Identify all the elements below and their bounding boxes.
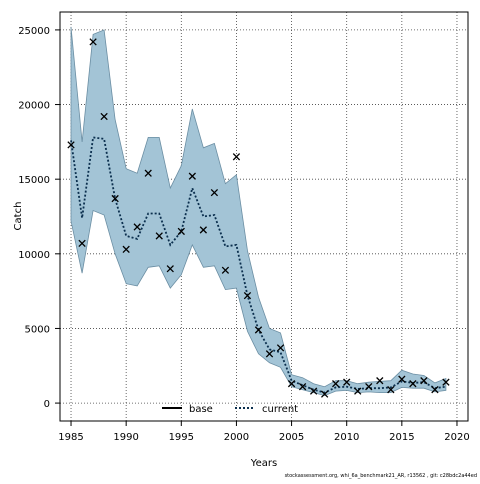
observed-point [78, 239, 86, 248]
observed-point [100, 112, 108, 121]
x-tick-label: 2020 [444, 432, 469, 443]
observed-point [111, 194, 119, 203]
observed-point [431, 385, 439, 394]
y-tick-label: 5000 [25, 324, 50, 335]
observed-point [67, 141, 75, 149]
observed-point [365, 383, 373, 391]
observed-points [67, 38, 450, 398]
observed-point [398, 375, 406, 383]
observed-point [442, 378, 450, 386]
observed-point [309, 387, 318, 395]
x-tick-label: 2015 [389, 432, 414, 443]
x-axis-title: Years [250, 458, 277, 469]
observed-point [155, 232, 163, 240]
observed-point [376, 377, 384, 385]
y-tick-label: 20000 [18, 101, 50, 112]
x-tick-label: 1995 [169, 432, 194, 443]
x-tick-label: 2010 [334, 432, 359, 443]
observed-point [287, 380, 296, 388]
observed-point [188, 172, 196, 180]
observed-point [122, 245, 130, 253]
x-tick-label: 2000 [224, 432, 249, 443]
observed-point [232, 153, 241, 161]
observed-point [265, 350, 274, 358]
observed-point [276, 344, 285, 352]
observed-point [133, 223, 141, 231]
observed-point [177, 227, 185, 236]
footer-credit: stockassessment.org, whi_6a_benchmark21_… [285, 473, 477, 479]
x-tick-label: 2005 [279, 432, 304, 443]
observed-point [409, 380, 417, 388]
y-axis-ticks: 0 5000 10000 15000 20000 25000 [18, 26, 60, 410]
observed-point [144, 169, 152, 177]
x-axis-ticks: 1985 1990 1995 2000 2005 2010 2015 2020 [58, 421, 470, 443]
y-tick-label: 15000 [18, 175, 50, 186]
y-tick-label: 0 [44, 399, 50, 410]
observed-point [254, 326, 263, 334]
confidence-band [70, 26, 447, 397]
observed-point [354, 387, 362, 395]
observed-point [320, 390, 329, 398]
plot-frame [59, 11, 469, 422]
legend-label-base: base [189, 404, 213, 415]
observed-point [332, 380, 340, 388]
y-tick-label: 25000 [18, 26, 50, 37]
observed-point [387, 385, 395, 394]
observed-point [420, 377, 428, 385]
legend-label-current: current [262, 404, 298, 415]
observed-point [243, 291, 252, 300]
y-axis-title: Catch [13, 202, 24, 231]
x-tick-label: 1985 [58, 432, 83, 443]
y-tick-label: 10000 [18, 250, 50, 261]
observed-point [89, 38, 97, 46]
observed-point [210, 188, 219, 197]
observed-point [298, 383, 307, 391]
observed-point [199, 226, 208, 234]
observed-point [166, 265, 174, 273]
x-tick-label: 1990 [113, 432, 138, 443]
observed-point [221, 266, 230, 274]
legend: base current [162, 404, 298, 415]
observed-point [343, 378, 351, 386]
